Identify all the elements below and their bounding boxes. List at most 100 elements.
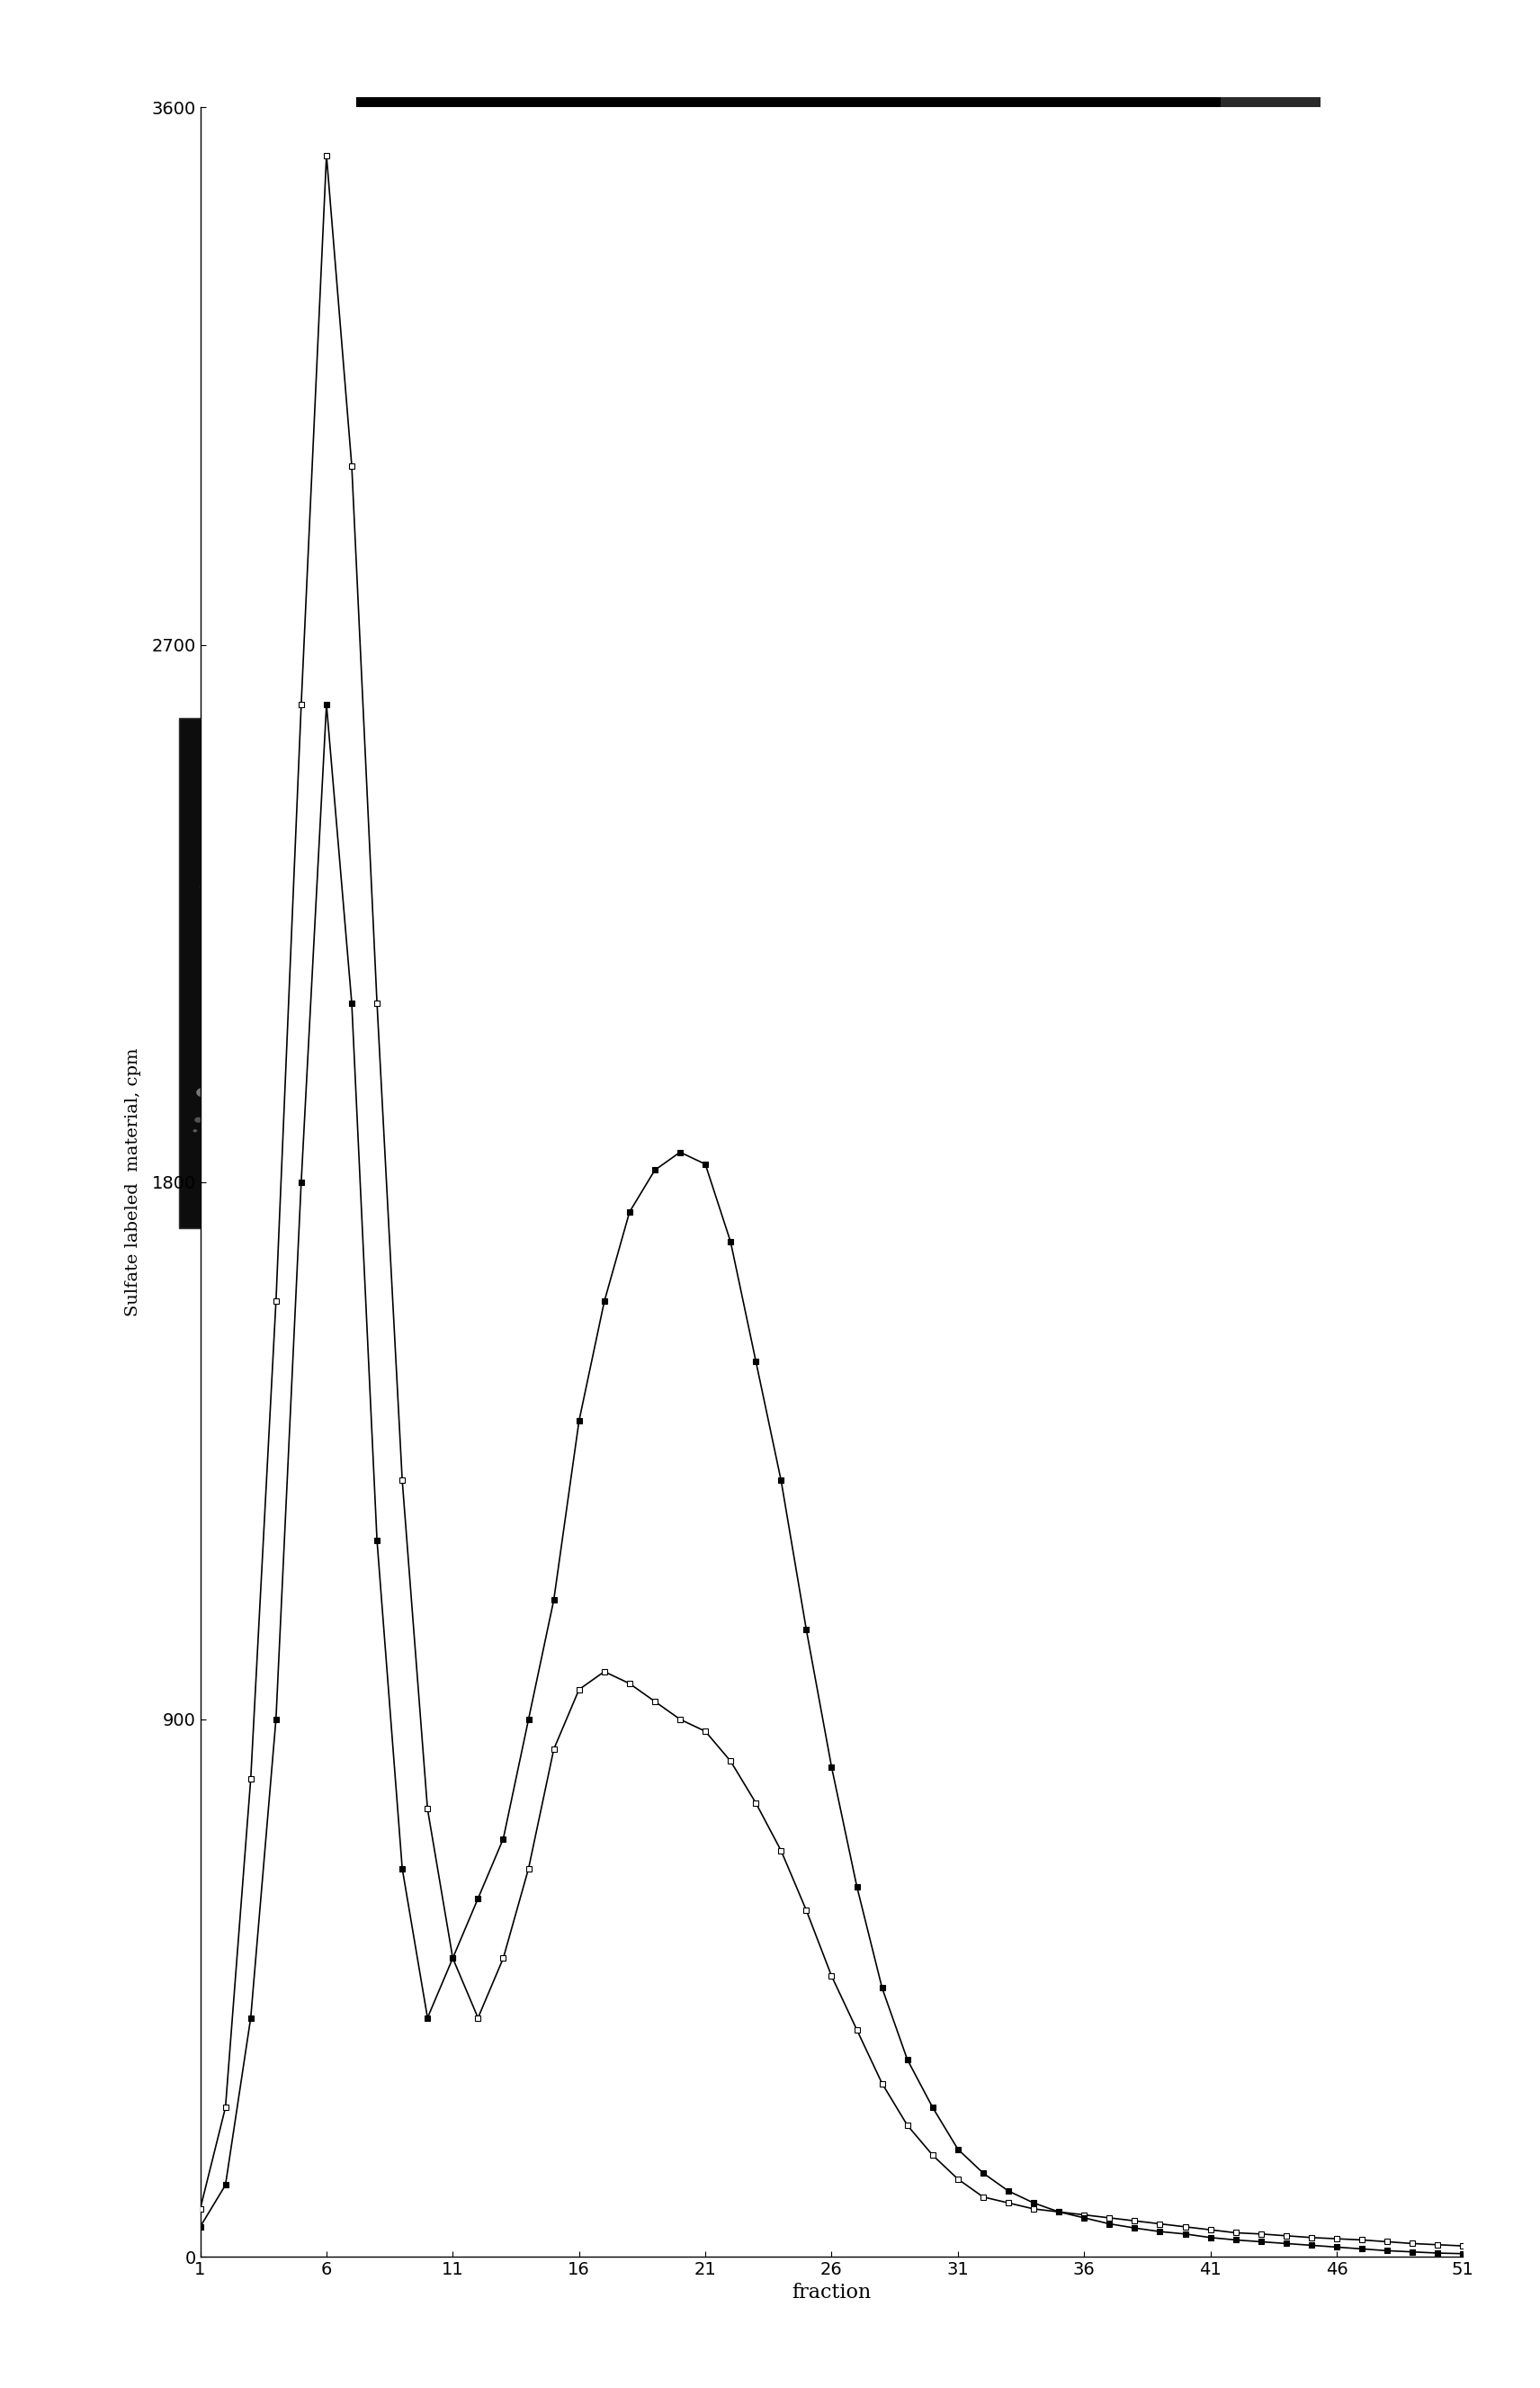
Ellipse shape xyxy=(835,1149,838,1151)
Ellipse shape xyxy=(376,731,382,738)
Ellipse shape xyxy=(847,826,853,831)
Ellipse shape xyxy=(825,872,830,876)
Ellipse shape xyxy=(588,972,593,974)
Ellipse shape xyxy=(618,757,624,762)
Ellipse shape xyxy=(357,1008,370,1017)
Text: 9: 9 xyxy=(1197,556,1209,573)
Ellipse shape xyxy=(761,1206,782,1223)
Ellipse shape xyxy=(1243,986,1252,993)
Ellipse shape xyxy=(460,1036,464,1039)
Ellipse shape xyxy=(1158,853,1163,855)
Ellipse shape xyxy=(382,1024,387,1029)
Ellipse shape xyxy=(477,1175,482,1177)
Ellipse shape xyxy=(752,1211,755,1215)
Ellipse shape xyxy=(596,1139,605,1146)
Ellipse shape xyxy=(1060,1141,1081,1158)
Ellipse shape xyxy=(676,974,682,979)
Ellipse shape xyxy=(1116,1139,1121,1141)
Ellipse shape xyxy=(681,793,690,800)
Ellipse shape xyxy=(457,1151,460,1153)
Ellipse shape xyxy=(1224,790,1238,800)
Ellipse shape xyxy=(1283,905,1287,910)
Ellipse shape xyxy=(1307,724,1315,731)
Ellipse shape xyxy=(370,879,374,881)
Ellipse shape xyxy=(716,1146,728,1153)
Ellipse shape xyxy=(473,736,480,743)
Ellipse shape xyxy=(910,943,930,958)
Ellipse shape xyxy=(978,774,989,783)
Ellipse shape xyxy=(397,977,402,979)
Ellipse shape xyxy=(470,1089,476,1094)
Ellipse shape xyxy=(1010,831,1019,838)
Ellipse shape xyxy=(1050,1084,1055,1087)
Ellipse shape xyxy=(725,1024,728,1027)
Ellipse shape xyxy=(1252,1199,1263,1206)
Ellipse shape xyxy=(1109,764,1115,769)
Ellipse shape xyxy=(1184,1070,1190,1072)
Text: 7: 7 xyxy=(995,556,1007,573)
Ellipse shape xyxy=(453,750,474,767)
Ellipse shape xyxy=(926,805,930,807)
Ellipse shape xyxy=(1206,967,1309,1029)
Ellipse shape xyxy=(1092,1101,1096,1106)
Ellipse shape xyxy=(508,881,513,886)
Ellipse shape xyxy=(1146,843,1150,845)
Ellipse shape xyxy=(1101,1008,1109,1013)
Ellipse shape xyxy=(1086,1070,1090,1075)
Ellipse shape xyxy=(675,191,724,246)
Ellipse shape xyxy=(521,1218,530,1223)
Ellipse shape xyxy=(1155,1013,1164,1020)
Ellipse shape xyxy=(260,864,363,934)
Ellipse shape xyxy=(564,1067,571,1072)
Ellipse shape xyxy=(541,1134,559,1146)
Ellipse shape xyxy=(474,1089,479,1091)
Ellipse shape xyxy=(775,759,784,767)
FancyBboxPatch shape xyxy=(955,349,1047,482)
Text: 4: 4 xyxy=(693,556,705,573)
Ellipse shape xyxy=(407,812,414,819)
Ellipse shape xyxy=(196,1087,209,1096)
FancyBboxPatch shape xyxy=(353,349,444,482)
Ellipse shape xyxy=(881,965,890,972)
Bar xyxy=(1221,330,1321,525)
Ellipse shape xyxy=(642,841,656,850)
Text: 3: 3 xyxy=(593,556,605,573)
Ellipse shape xyxy=(822,1184,830,1189)
Ellipse shape xyxy=(1115,805,1135,819)
Ellipse shape xyxy=(755,733,844,774)
FancyBboxPatch shape xyxy=(553,349,645,482)
Ellipse shape xyxy=(718,1101,732,1113)
Ellipse shape xyxy=(192,1130,197,1132)
Ellipse shape xyxy=(1107,872,1116,879)
Ellipse shape xyxy=(1292,965,1300,970)
Ellipse shape xyxy=(1237,1094,1247,1101)
Ellipse shape xyxy=(795,728,799,731)
Ellipse shape xyxy=(1266,900,1287,917)
Ellipse shape xyxy=(747,1175,765,1189)
Ellipse shape xyxy=(684,1024,688,1029)
Ellipse shape xyxy=(1055,1204,1063,1208)
Ellipse shape xyxy=(330,781,336,786)
Ellipse shape xyxy=(313,1177,322,1182)
Bar xyxy=(356,330,1287,525)
Ellipse shape xyxy=(428,936,439,943)
FancyBboxPatch shape xyxy=(855,349,947,482)
Ellipse shape xyxy=(711,819,719,824)
Text: PMN: PMN xyxy=(1210,1110,1246,1125)
Ellipse shape xyxy=(1060,1072,1064,1075)
Ellipse shape xyxy=(750,1010,758,1017)
Ellipse shape xyxy=(793,807,801,812)
Ellipse shape xyxy=(1001,943,1006,948)
Ellipse shape xyxy=(300,960,316,972)
Ellipse shape xyxy=(607,1149,614,1153)
Ellipse shape xyxy=(414,1084,424,1091)
Ellipse shape xyxy=(248,934,251,938)
Ellipse shape xyxy=(356,886,445,941)
Ellipse shape xyxy=(346,817,353,821)
Ellipse shape xyxy=(625,1130,638,1137)
Ellipse shape xyxy=(371,1063,385,1072)
Ellipse shape xyxy=(259,962,265,967)
Ellipse shape xyxy=(633,731,636,733)
Ellipse shape xyxy=(653,1110,668,1120)
Ellipse shape xyxy=(767,1075,773,1077)
